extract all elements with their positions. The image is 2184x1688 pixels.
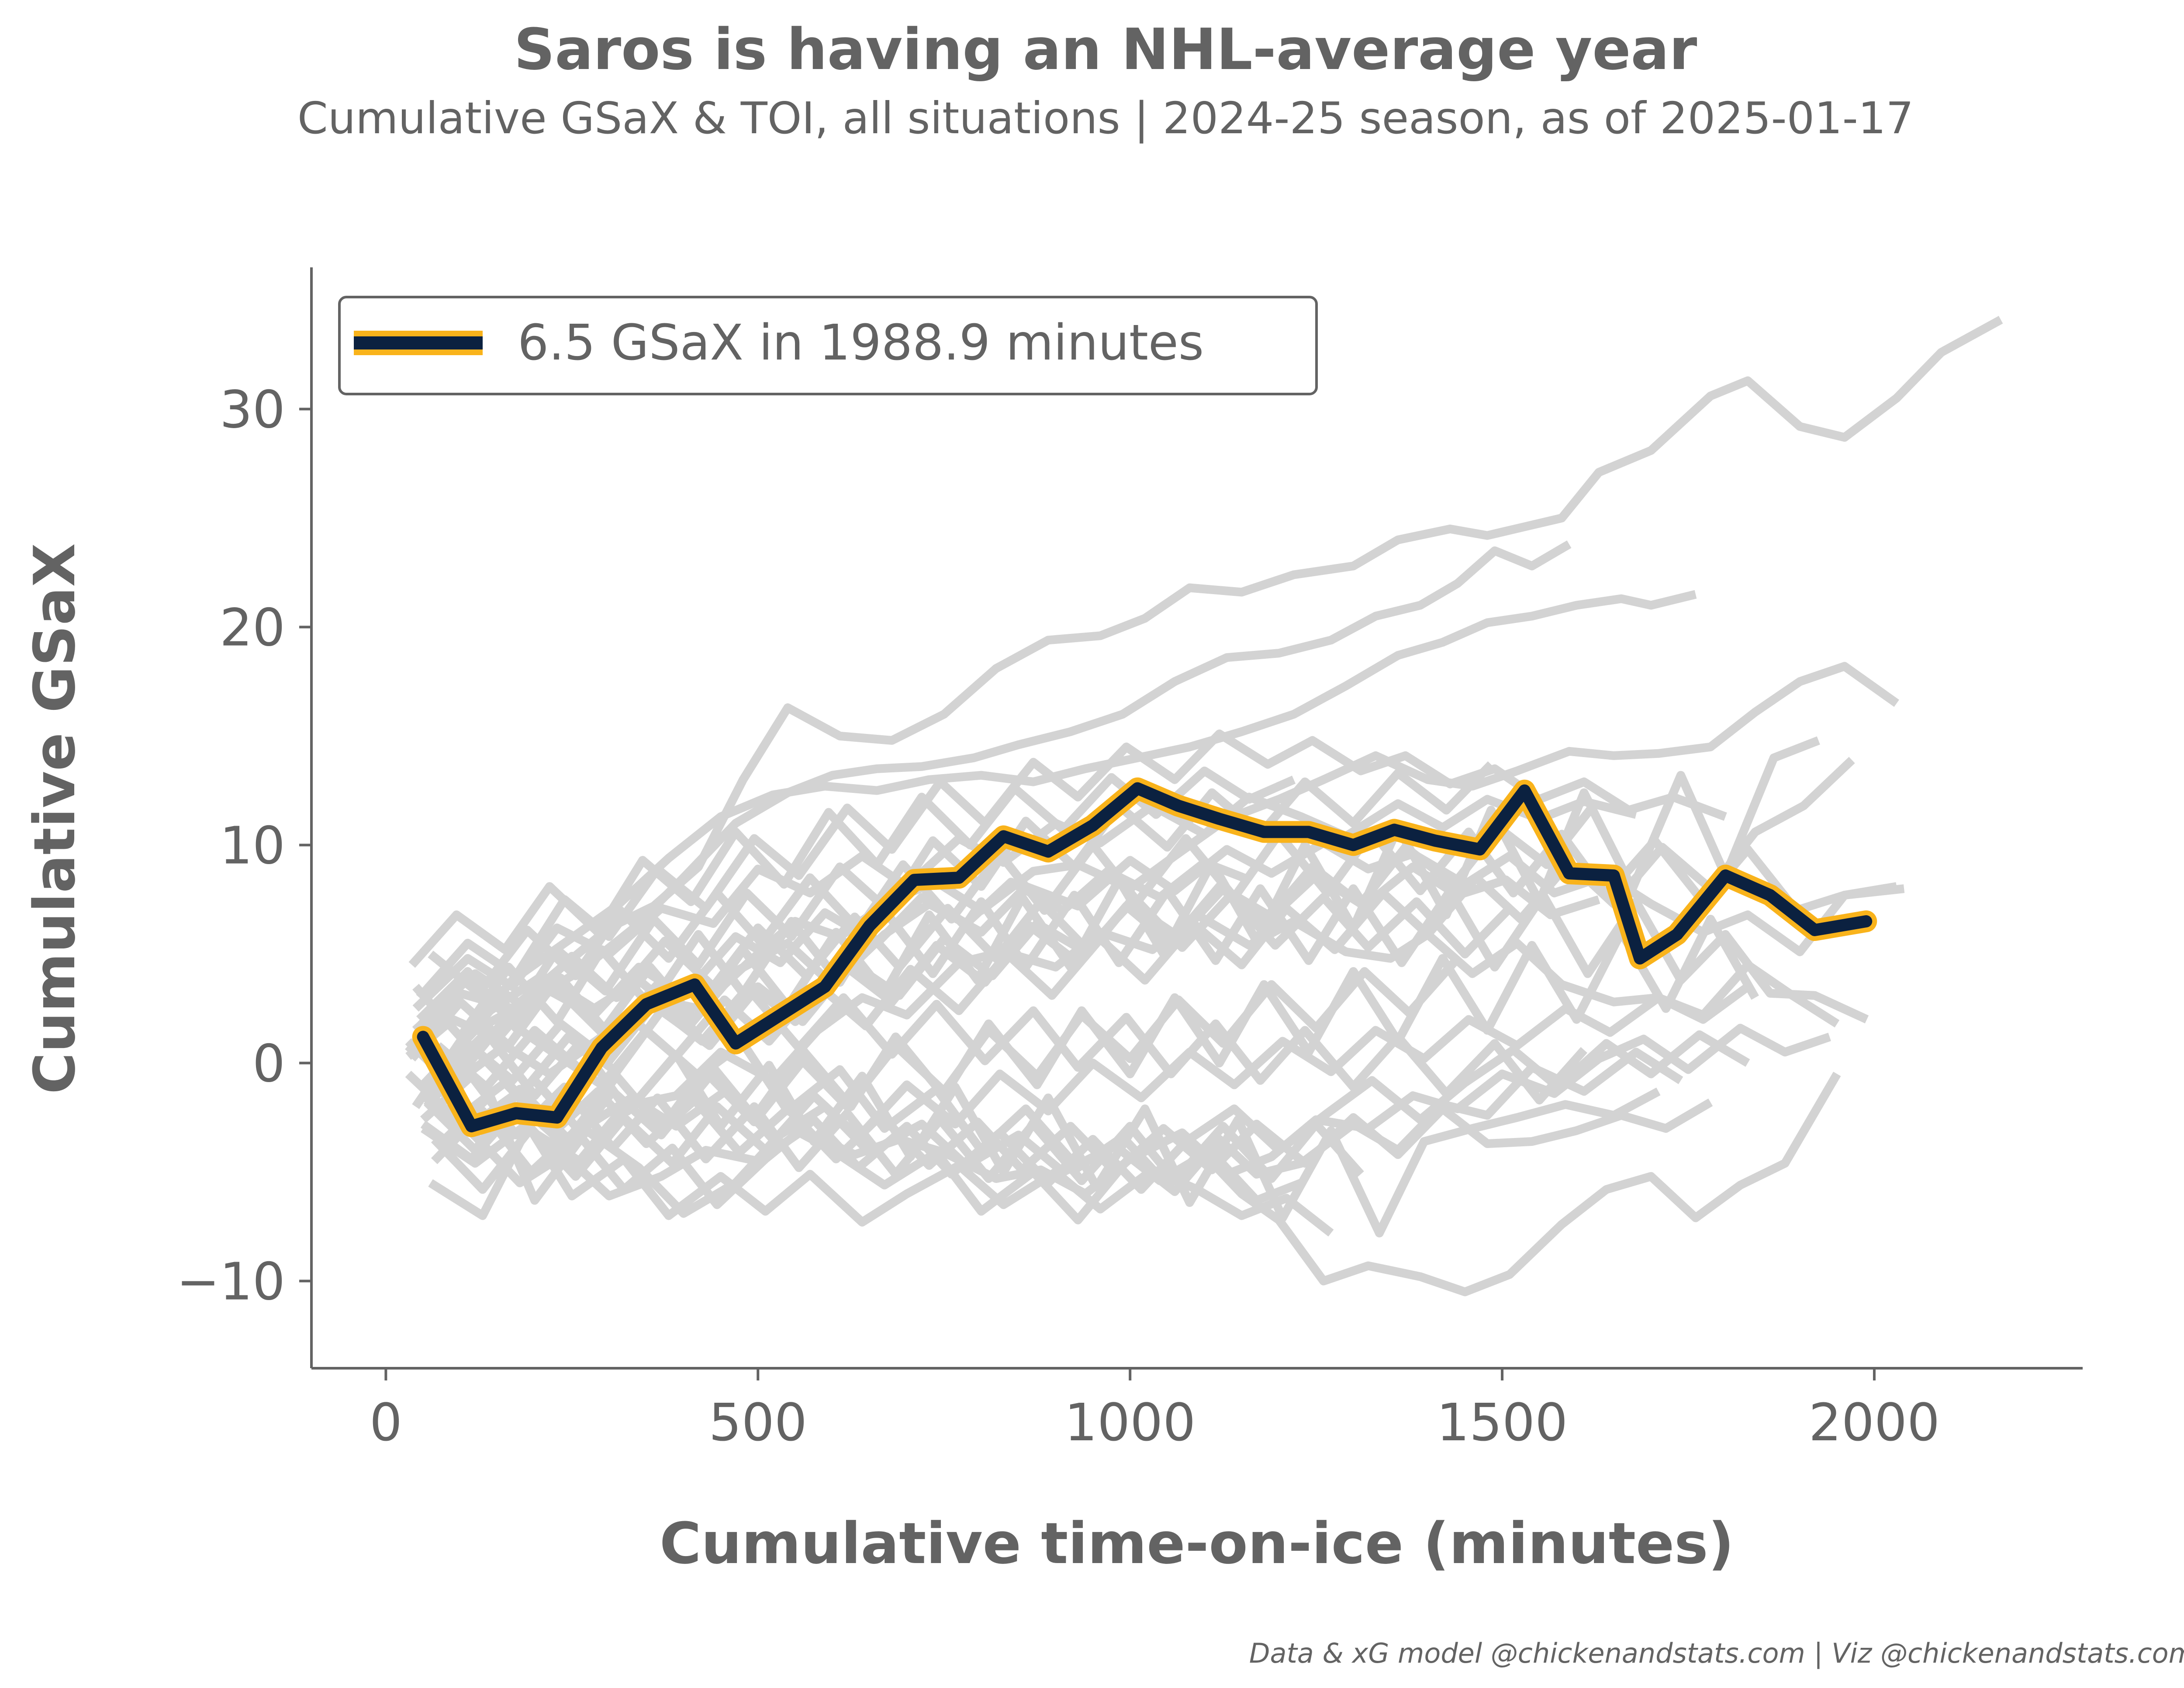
background-series-line-21 [416, 805, 1595, 1093]
background-series-line-14 [416, 729, 1727, 1001]
background-series-line-7 [435, 1048, 1683, 1224]
background-series-line-29 [424, 915, 1759, 1155]
x-tick-label: 0 [370, 1392, 402, 1453]
background-series-line-16 [408, 766, 1296, 968]
background-series-line-25 [420, 1072, 1364, 1185]
legend-label: 6.5 GSaX in 1988.9 minutes [518, 315, 1204, 371]
y-tick-label: 0 [252, 1033, 285, 1093]
background-series-line-22 [424, 891, 1513, 1019]
chart-subtitle: Cumulative GSaX & TOI, all situations | … [297, 93, 1914, 144]
background-series-line-30 [408, 736, 1820, 1062]
background-series-line-11 [421, 1120, 1334, 1237]
background-series-line-3 [412, 590, 1697, 1109]
y-axis-ticks: −10 0 10 20 30 [176, 379, 311, 1311]
plot-area [405, 316, 2003, 1297]
x-tick-label: 1500 [1437, 1392, 1568, 1453]
legend-box [338, 296, 1318, 395]
y-tick-label: 20 [220, 597, 285, 657]
background-series-line-31 [435, 1028, 1661, 1238]
x-tick-label: 2000 [1809, 1392, 1940, 1453]
background-series-line-17 [431, 1030, 1750, 1209]
background-series-line-27 [431, 983, 1751, 1194]
background-series-line-5 [428, 910, 1840, 1220]
y-tick-label: 10 [220, 815, 285, 875]
x-axis-label: Cumulative time-on-ice (minutes) [660, 1510, 1734, 1577]
x-axis-ticks: 0 500 1000 1500 2000 [370, 1368, 1940, 1453]
legend: 6.5 GSaX in 1988.9 minutes [338, 296, 1318, 395]
y-tick-label: 30 [220, 379, 285, 439]
x-tick-label: 1000 [1064, 1392, 1196, 1453]
y-axis-label: Cumulative GSaX [21, 543, 88, 1094]
highlight-series-line [417, 782, 1873, 1133]
x-tick-label: 500 [709, 1392, 807, 1453]
chart-title: Saros is having an NHL-average year [514, 16, 1697, 83]
background-series-group [405, 316, 2003, 1297]
credit-text: Data & xG model @chickenandstats.com | V… [1249, 1637, 2184, 1670]
highlight-series-group [412, 777, 1877, 1138]
y-tick-label: −10 [176, 1251, 285, 1311]
